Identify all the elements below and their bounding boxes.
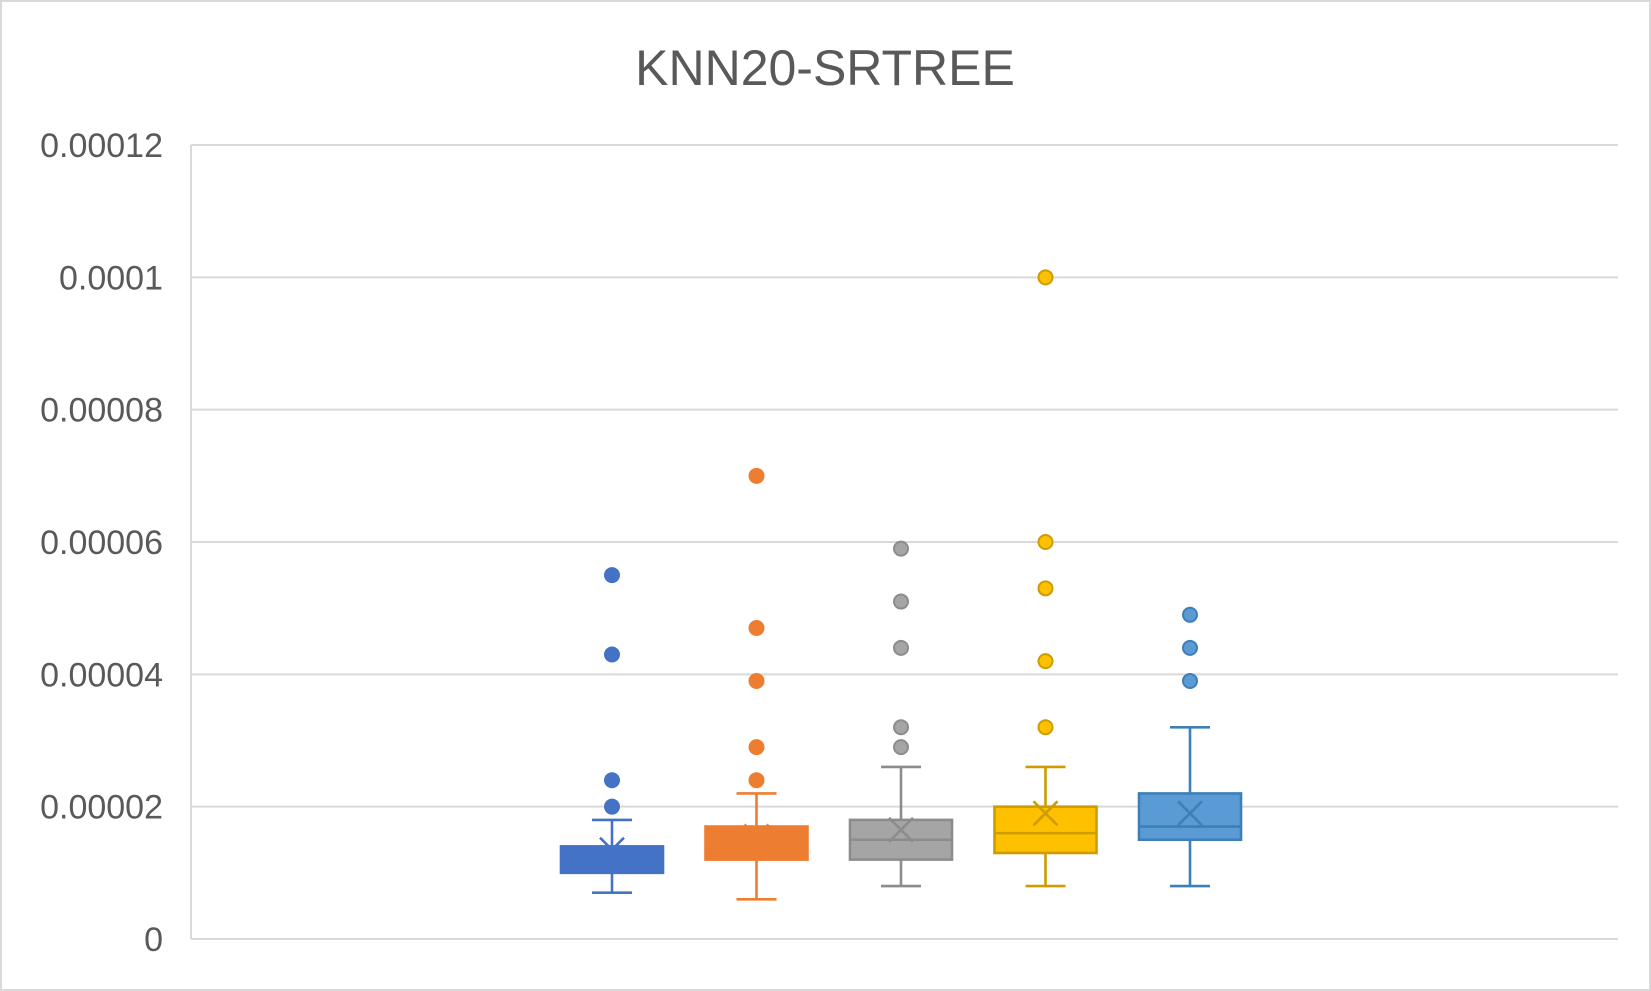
outlier-point: [1037, 269, 1054, 286]
box-iqr: [704, 825, 809, 861]
outlier-point: [1037, 653, 1054, 670]
y-tick-label: 0.00002: [40, 789, 163, 827]
box-series: [848, 540, 954, 888]
y-tick-label: 0.00008: [40, 392, 163, 430]
outlier-point: [748, 672, 765, 689]
y-tick-label: 0.00004: [40, 656, 163, 694]
mean-marker: [599, 836, 625, 863]
y-axis: 0 0.00002 0.00004 0.00006 0.00008 0.0001 0.000…: [40, 127, 192, 959]
outlier-point: [604, 772, 620, 789]
outlier-point: [1037, 534, 1054, 550]
box-series: [704, 467, 809, 901]
outlier-point: [604, 646, 620, 663]
outlier-point: [893, 739, 909, 756]
outlier-point: [893, 719, 909, 736]
y-tick-label: 0.00006: [40, 524, 163, 562]
outlier-point: [604, 567, 620, 584]
box-series: [1137, 606, 1243, 888]
outlier-point: [1182, 606, 1198, 623]
outlier-point: [748, 620, 765, 637]
box-iqr: [1137, 792, 1243, 842]
box-series: [559, 567, 665, 894]
outlier-point: [893, 540, 909, 557]
outlier-point: [893, 593, 909, 610]
outlier-point: [1182, 672, 1198, 689]
y-tick-label: 0.0001: [59, 259, 163, 297]
y-tick-label: 0: [144, 921, 163, 959]
outlier-point: [748, 772, 765, 789]
outlier-point: [748, 467, 765, 484]
outlier-point: [748, 739, 765, 756]
mean-marker: [1177, 800, 1203, 827]
y-tick-label: 0.00012: [40, 127, 163, 165]
outlier-point: [893, 639, 909, 656]
gridlines: [191, 144, 1618, 940]
mean-marker: [743, 823, 770, 850]
box-series: [993, 269, 1098, 888]
outlier-point: [1182, 639, 1198, 656]
chart-title: KNN20-SRTREE: [635, 40, 1015, 96]
mean-marker: [888, 816, 914, 843]
outlier-point: [1037, 719, 1054, 736]
outlier-point: [604, 798, 620, 815]
mean-marker: [1032, 800, 1059, 827]
box-series-group: [559, 269, 1243, 901]
outlier-point: [1037, 580, 1054, 597]
